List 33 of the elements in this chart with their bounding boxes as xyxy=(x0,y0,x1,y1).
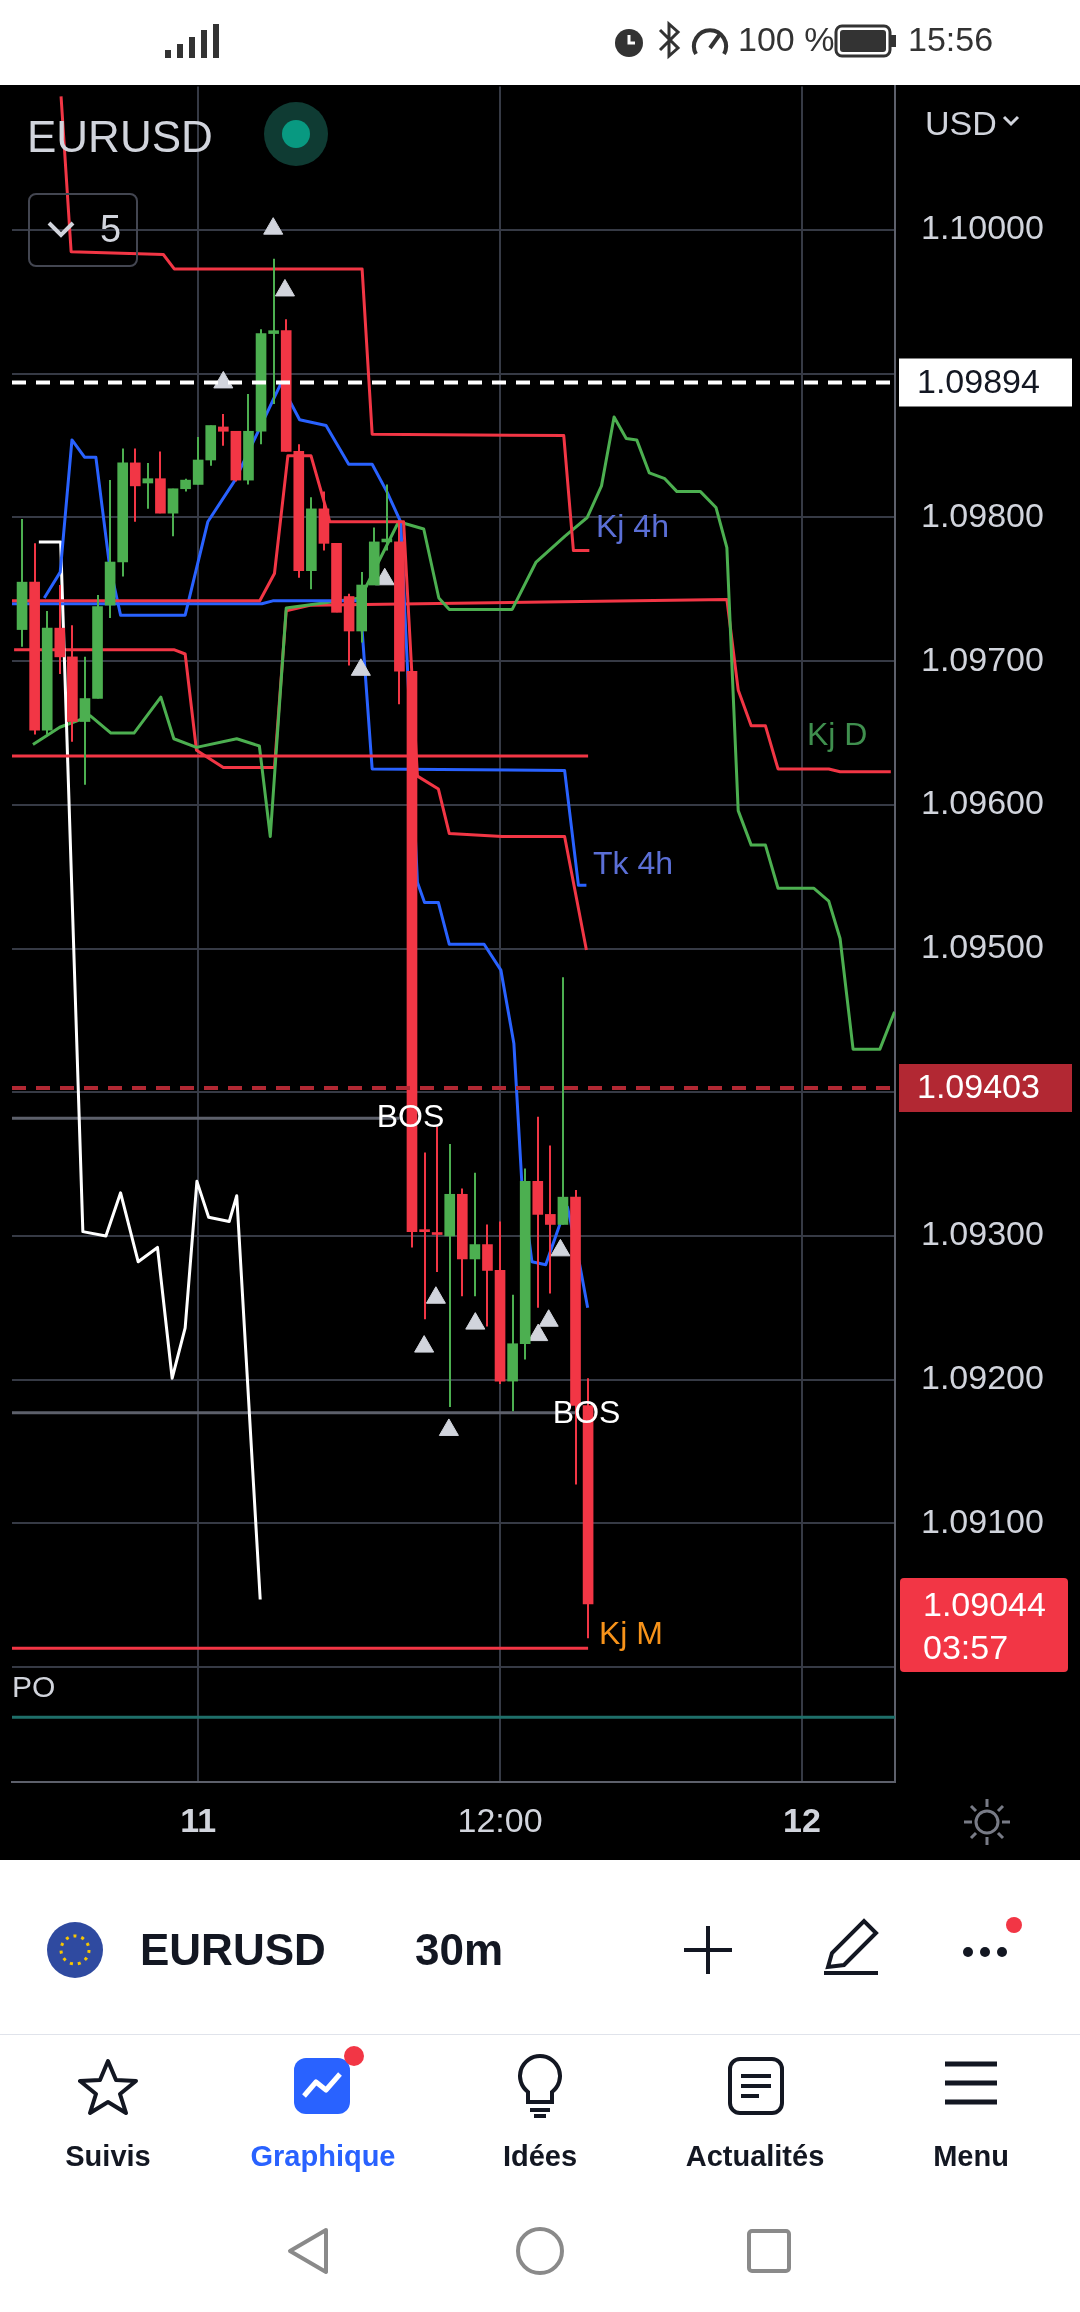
text: Menu xyxy=(932,2140,1010,2173)
text: USD xyxy=(925,104,997,143)
text: Actualités xyxy=(684,2140,826,2173)
x-tick-label: 11 xyxy=(180,1800,217,1839)
annotation: Kj M xyxy=(599,1615,663,1652)
annotation: Tk 4h xyxy=(593,845,674,882)
candlestick xyxy=(268,257,279,405)
x-tick-label: 12:00 xyxy=(457,1800,543,1839)
text: 30m xyxy=(415,1925,504,1975)
annotation: PO xyxy=(12,1670,56,1704)
y-tick-label: 1.09500 xyxy=(921,926,1044,965)
annotation: Kj 4h xyxy=(596,508,669,545)
text: Idées xyxy=(501,2140,579,2173)
y-tick-label: 1.09300 xyxy=(921,1214,1044,1253)
annotation: 5 xyxy=(100,208,122,251)
text: 15:56 xyxy=(908,20,994,59)
x-tick-label: 12 xyxy=(783,1800,821,1839)
y-tick-label: 1.09700 xyxy=(921,639,1044,678)
y-tick-label: 1.09200 xyxy=(921,1358,1044,1397)
y-tick-label: 1.10000 xyxy=(921,208,1044,247)
y-tick-label: 1.09600 xyxy=(921,783,1044,822)
text: 1.09044 xyxy=(923,1585,1046,1624)
ref-line-label: 1.09403 xyxy=(917,1067,1040,1106)
annotation: Kj D xyxy=(807,716,868,753)
text: Graphique xyxy=(249,2140,397,2173)
text: 03:57 xyxy=(923,1628,1009,1667)
text: Suivis xyxy=(64,2140,152,2173)
text: 100 % xyxy=(738,20,835,59)
text: EURUSD xyxy=(140,1925,326,1975)
candlestick xyxy=(419,1151,430,1321)
ref-line-label: 1.09894 xyxy=(917,361,1040,400)
y-tick-label: 1.09100 xyxy=(921,1501,1044,1540)
y-tick-label: 1.09800 xyxy=(921,495,1044,534)
